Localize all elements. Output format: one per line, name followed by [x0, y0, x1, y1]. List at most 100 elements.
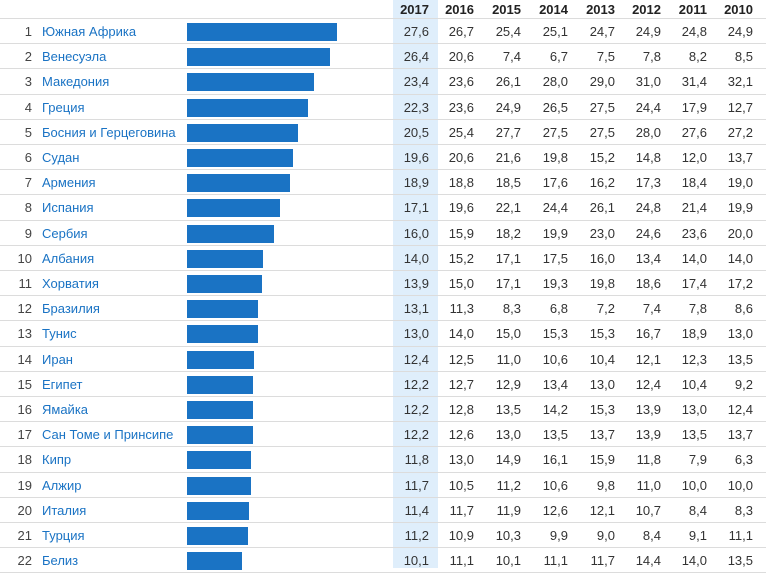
- value-cell-2017: 11,7: [404, 477, 429, 493]
- value-cell-2014: 25,1: [542, 24, 568, 39]
- table-header: 2017 2016 2015 2014 2013 2012 2011 2010: [0, 0, 766, 19]
- country-link[interactable]: Судан: [42, 150, 80, 165]
- value-cell-2014: 9,9: [549, 528, 568, 543]
- value-cell-2011: 18,4: [681, 175, 707, 191]
- value-cell-2013: 7,5: [596, 49, 615, 65]
- value-bar: [187, 199, 280, 218]
- country-link[interactable]: Иран: [42, 351, 73, 367]
- value-cell-2011: 21,4: [681, 200, 707, 216]
- table-row: 10 Албания 14,0 15,2 17,1 17,5 16,0 13,4 14,0 14,…: [0, 246, 766, 271]
- country-link[interactable]: Тунис: [42, 326, 77, 342]
- value-cell-2012: 7,8: [642, 49, 661, 65]
- value-cell-2014: 6,8: [549, 301, 568, 317]
- value-cell-2017: 11,4: [404, 502, 429, 518]
- value-cell-2015: 11,0: [496, 351, 521, 367]
- country-link[interactable]: Албания: [42, 250, 95, 266]
- value-cell-2013: 13,7: [589, 427, 615, 443]
- table-row: 9 Сербия 16,0 15,9 18,2 19,9 23,0 24,6 23,6 20,0: [0, 221, 766, 246]
- country-link[interactable]: Турция: [42, 528, 85, 543]
- country-link[interactable]: Армения: [42, 175, 96, 191]
- value-cell-2011: 27,6: [681, 124, 707, 140]
- value-cell-2010: 13,5: [727, 553, 753, 569]
- country-link[interactable]: Ямайка: [42, 402, 89, 417]
- value-cell-2011: 14,0: [681, 250, 707, 266]
- country-link[interactable]: Сан Томе и Принсипе: [42, 427, 174, 443]
- value-cell-2010: 14,0: [727, 250, 753, 266]
- value-cell-2016: 20,6: [448, 150, 474, 165]
- value-cell-2014: 10,6: [542, 477, 568, 493]
- country-link[interactable]: Белиз: [42, 553, 79, 569]
- value-cell-2010: 8,6: [734, 301, 753, 317]
- value-cell-2016: 11,7: [449, 502, 474, 518]
- country-link[interactable]: Босния и Герцеговина: [42, 124, 176, 140]
- value-cell-2014: 15,3: [542, 326, 568, 342]
- value-cell-2013: 12,1: [589, 502, 615, 518]
- value-cell-2010: 12,7: [727, 99, 753, 115]
- value-cell-2014: 17,6: [542, 175, 568, 191]
- country-link[interactable]: Бразилия: [42, 301, 100, 317]
- value-cell-2017: 13,0: [403, 326, 429, 342]
- rank-number: 21: [17, 528, 32, 543]
- value-cell-2015: 17,1: [495, 250, 521, 266]
- table-row: 11 Хорватия 13,9 15,0 17,1 19,3 19,8 18,6 17,4 17…: [0, 271, 766, 297]
- value-cell-2013: 16,0: [589, 250, 615, 266]
- value-cell-2014: 11,1: [543, 553, 568, 569]
- value-bar: [187, 73, 314, 92]
- value-cell-2011: 17,9: [681, 99, 707, 115]
- value-cell-2013: 11,7: [590, 553, 615, 569]
- year-header: 2017: [400, 2, 429, 17]
- rank-number: 10: [17, 250, 32, 266]
- table-row: 15 Египет 12,2 12,7 12,9 13,4 13,0 12,4 10,4 9,2: [0, 372, 766, 397]
- value-cell-2015: 7,4: [502, 49, 521, 65]
- country-link[interactable]: Сербия: [42, 225, 88, 241]
- country-link[interactable]: Хорватия: [42, 276, 99, 291]
- value-cell-2017: 26,4: [403, 49, 429, 65]
- value-bar: [187, 426, 253, 445]
- rank-number: 15: [17, 376, 32, 392]
- value-cell-2015: 13,0: [495, 427, 521, 443]
- value-cell-2013: 24,7: [589, 24, 615, 39]
- country-link[interactable]: Южная Африка: [42, 24, 137, 39]
- year-header: 2014: [539, 2, 568, 17]
- value-cell-2012: 17,3: [635, 175, 661, 191]
- value-cell-2012: 8,4: [642, 528, 661, 543]
- value-bar: [187, 501, 249, 520]
- table-row: 16 Ямайка 12,2 12,8 13,5 14,2 15,3 13,9 13,0 12,4: [0, 397, 766, 423]
- country-link[interactable]: Кипр: [42, 452, 72, 468]
- value-cell-2013: 15,9: [589, 452, 615, 468]
- rank-number: 14: [17, 351, 32, 367]
- value-cell-2010: 11,1: [728, 528, 753, 543]
- value-cell-2016: 15,0: [448, 276, 474, 291]
- value-bar: [187, 224, 274, 243]
- value-cell-2010: 10,0: [727, 477, 753, 493]
- value-bar: [187, 350, 254, 369]
- country-link[interactable]: Македония: [42, 74, 110, 90]
- table-row: 7 Армения 18,9 18,8 18,5 17,6 16,2 17,3 18,4 19,0: [0, 170, 766, 196]
- country-link[interactable]: Венесуэла: [42, 49, 107, 65]
- value-cell-2017: 27,6: [403, 24, 429, 39]
- value-cell-2016: 23,6: [448, 99, 474, 115]
- table-row: 14 Иран 12,4 12,5 11,0 10,6 10,4 12,1 12,3 13,5: [0, 347, 766, 372]
- value-cell-2013: 26,1: [589, 200, 615, 216]
- value-cell-2012: 24,8: [635, 200, 661, 216]
- country-link[interactable]: Египет: [42, 376, 83, 392]
- country-link[interactable]: Греция: [42, 99, 85, 115]
- table-row: 2 Венесуэла 26,4 20,6 7,4 6,7 7,5 7,8 8,2 8,5: [0, 44, 766, 70]
- value-bar: [187, 249, 263, 268]
- value-cell-2014: 27,5: [542, 124, 568, 140]
- value-cell-2015: 22,1: [495, 200, 521, 216]
- value-cell-2012: 18,6: [635, 276, 661, 291]
- value-cell-2013: 23,0: [589, 225, 615, 241]
- value-bar: [187, 300, 258, 319]
- country-link[interactable]: Италия: [42, 502, 87, 518]
- country-link[interactable]: Испания: [42, 200, 94, 216]
- table-row: 20 Италия 11,4 11,7 11,9 12,6 12,1 10,7 8,4 8,3: [0, 498, 766, 523]
- value-cell-2015: 14,9: [495, 452, 521, 468]
- value-cell-2013: 15,3: [589, 402, 615, 417]
- value-cell-2017: 13,9: [403, 276, 429, 291]
- value-cell-2014: 6,7: [549, 49, 568, 65]
- value-cell-2012: 12,1: [635, 351, 661, 367]
- value-cell-2016: 11,3: [449, 301, 474, 317]
- value-cell-2012: 28,0: [635, 124, 661, 140]
- country-link[interactable]: Алжир: [42, 477, 82, 493]
